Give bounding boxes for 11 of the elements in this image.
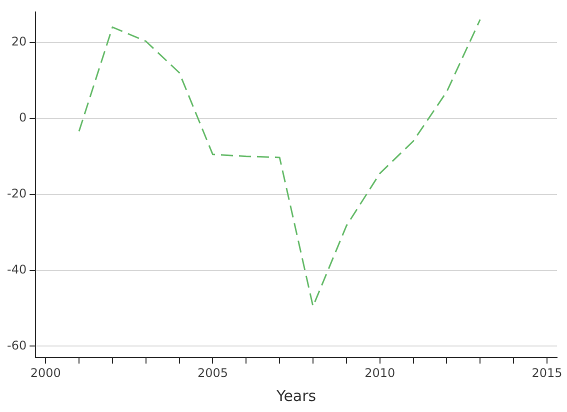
line-series bbox=[78, 18, 481, 308]
y-tick-label: -40 bbox=[6, 262, 27, 276]
x-tick-label: 2000 bbox=[30, 366, 61, 380]
y-tick-label: -20 bbox=[6, 186, 27, 200]
x-tick-label: 2005 bbox=[197, 366, 228, 380]
y-tick-label: 20 bbox=[11, 34, 27, 49]
y-tick-label: -60 bbox=[6, 338, 27, 352]
y-tick-label: 0 bbox=[18, 110, 27, 124]
x-tick-label: 2010 bbox=[364, 366, 396, 380]
x-axis-title: Years bbox=[276, 386, 316, 405]
x-tick-label: 2015 bbox=[532, 366, 562, 380]
